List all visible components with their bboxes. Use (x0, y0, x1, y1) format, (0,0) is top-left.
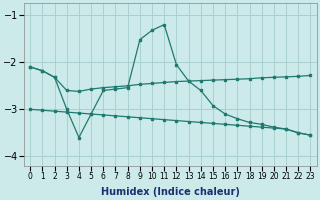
X-axis label: Humidex (Indice chaleur): Humidex (Indice chaleur) (101, 187, 240, 197)
